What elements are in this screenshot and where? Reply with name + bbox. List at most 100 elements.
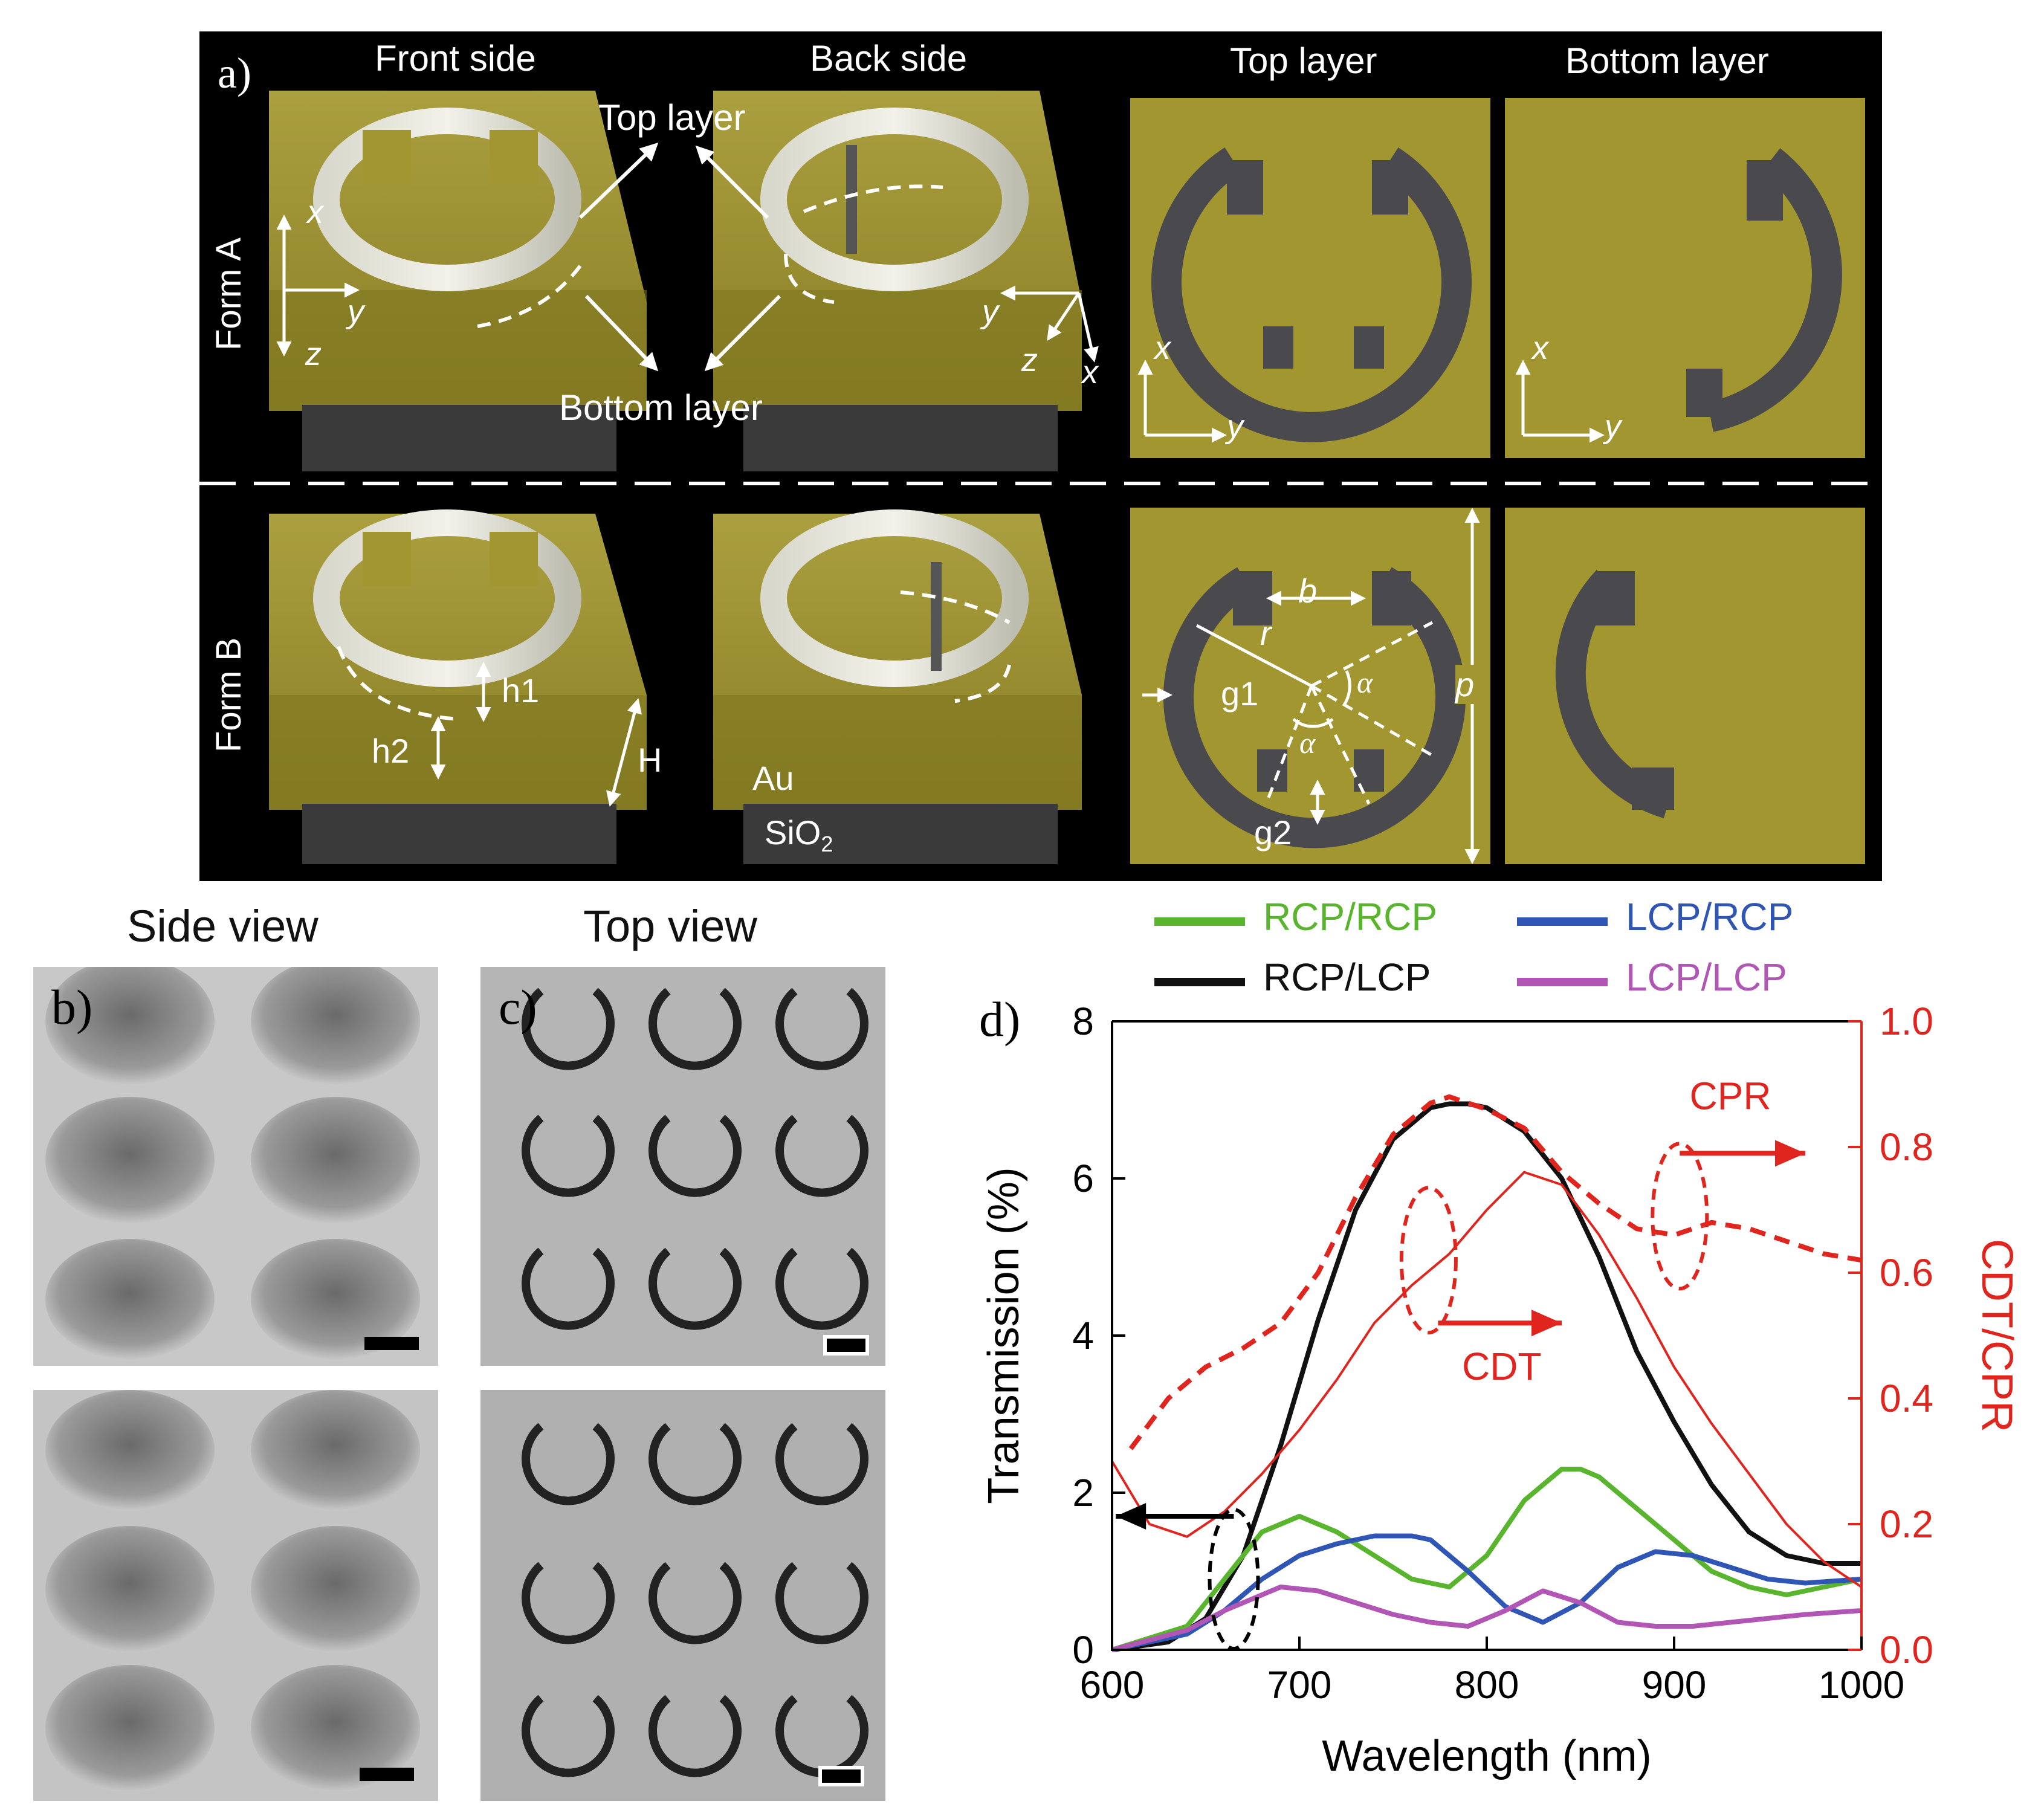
y2-tick-label: 0.4: [1880, 1377, 1933, 1420]
y-tick-label: 2: [1072, 1471, 1094, 1514]
axis-label-x-bottom-a: x: [1532, 330, 1548, 366]
dim-b: b: [1298, 572, 1318, 610]
y-tick-label: 0: [1072, 1628, 1094, 1672]
panel-b-title: Side view: [127, 901, 319, 951]
axis-label-y-front: y: [348, 294, 364, 330]
legend-swatch-lcp-lcp: [1517, 978, 1608, 986]
series-rcp-rcp: [1111, 1467, 1862, 1652]
y-tick-label: 6: [1072, 1157, 1094, 1200]
panel-c-title: Top view: [583, 901, 757, 951]
transmission-chart: 600 700 800 900 1000 0 2 4 6 8 0.0 0.2 0.4 0.6 0.8 1.0 W…: [980, 1003, 2021, 1780]
dim-r: r: [1260, 614, 1272, 652]
annotation-cdt: CDT: [1462, 1345, 1542, 1388]
series-cpr: [1128, 1094, 1862, 1450]
series-lcp-lcp: [1111, 1585, 1862, 1652]
top-layer-arrow-label: Top layer: [598, 97, 746, 138]
form-a-layer-axes: [1137, 360, 1605, 443]
legend-swatch-lcp-rcp: [1517, 917, 1608, 926]
form-a-top-layer-ring: [1151, 147, 1472, 442]
form-a-back-block: [713, 91, 1082, 471]
material-sio2-subscript: 2: [821, 832, 833, 857]
col-top-layer: Top layer: [1230, 40, 1377, 81]
dim-alpha-1: α: [1357, 665, 1373, 699]
y2-tick-label: 0.6: [1880, 1251, 1933, 1294]
form-b-dimension-arrows: [430, 662, 642, 807]
material-sio2: SiO2: [765, 813, 833, 857]
row-form-b: Form B: [209, 637, 248, 752]
ellipse-cpr: [1651, 1142, 1709, 1291]
y2-tick-label: 0.8: [1880, 1125, 1933, 1169]
panel-b-label: b): [51, 980, 93, 1035]
form-a-top-layer-square: [1130, 98, 1490, 458]
scale-bar-c-top: [823, 1335, 869, 1356]
bottom-layer-arrow-label: Bottom layer: [559, 387, 763, 428]
panel-a-label: a): [218, 49, 251, 97]
row-form-a: Form A: [209, 238, 248, 351]
panel-a: [199, 31, 1882, 881]
ellipse-transmission-axis: [1208, 1508, 1260, 1650]
col-bottom-layer: Bottom layer: [1565, 40, 1769, 81]
axis-label-y-back: y: [982, 294, 998, 330]
legend-label-rcp-lcp: RCP/LCP: [1263, 955, 1431, 999]
top-view-rings: [522, 987, 868, 1777]
arrow-cdt: [1438, 1310, 1562, 1337]
arrow-to-left-axis: [1116, 1503, 1234, 1530]
series-lcp-rcp: [1111, 1533, 1862, 1652]
y2-tick-label: 0.2: [1880, 1502, 1933, 1546]
form-b-front-block: [269, 509, 647, 864]
axis-label-x-top-a: x: [1154, 330, 1171, 366]
axis-label-x-back: x: [1082, 354, 1098, 390]
x-tick-label: 800: [1455, 1663, 1519, 1707]
x-tick-label: 700: [1267, 1663, 1332, 1707]
scale-bar-c-bottom: [818, 1766, 864, 1786]
y2-axis-title: CDT/CPR: [1973, 1239, 2021, 1432]
scale-bar-b-top: [364, 1337, 419, 1350]
legend-swatch-rcp-lcp: [1154, 978, 1245, 986]
form-b-bottom-layer-ring: [1555, 569, 1674, 818]
annotation-cpr: CPR: [1689, 1075, 1771, 1118]
y2-tick-label: 1.0: [1880, 1003, 1933, 1043]
dim-h1: h1: [502, 671, 540, 709]
col-front-side: Front side: [375, 38, 536, 79]
axis-label-y-bottom-a: y: [1605, 409, 1621, 445]
panel-c-label: c): [499, 980, 537, 1035]
axis-label-y-top-a: y: [1227, 409, 1243, 445]
dim-H: H: [638, 741, 662, 779]
form-b-back-block: [713, 509, 1082, 864]
scale-bar-b-bottom: [360, 1768, 414, 1781]
legend-label-lcp-rcp: LCP/RCP: [1626, 895, 1794, 939]
axis-label-z-back: z: [1021, 342, 1038, 378]
form-a-bottom-layer-square: [1505, 98, 1865, 458]
legend-swatch-rcp-rcp: [1154, 917, 1245, 926]
panel-b-sem-images: [33, 967, 438, 1801]
axis-label-x-front: x: [307, 194, 323, 230]
dim-g1: g1: [1221, 674, 1259, 713]
panel-c-sem-images: [480, 967, 885, 1801]
legend: RCP/RCP LCP/RCP RCP/LCP LCP/LCP: [1154, 894, 1880, 1015]
form-a-back-axes: [1000, 285, 1099, 363]
x-tick-label: 600: [1080, 1663, 1145, 1707]
y-tick-label: 4: [1072, 1314, 1094, 1357]
dim-alpha-2: α: [1299, 726, 1316, 760]
x-tick-label: 900: [1642, 1663, 1707, 1707]
panel-d-label: d): [979, 992, 1021, 1047]
material-sio2-text: SiO: [765, 813, 821, 852]
form-a-front-block: [269, 91, 647, 471]
axis-label-z-front: z: [305, 336, 322, 372]
dim-p: p: [1455, 665, 1475, 704]
legend-label-rcp-rcp: RCP/RCP: [1263, 895, 1438, 939]
dim-g2: g2: [1254, 813, 1292, 852]
legend-label-lcp-lcp: LCP/LCP: [1626, 955, 1787, 999]
ellipse-cdt: [1399, 1186, 1458, 1335]
y-tick-label: 8: [1072, 1003, 1094, 1043]
side-view-pits: [45, 967, 420, 1792]
col-back-side: Back side: [810, 38, 968, 79]
series-cdt: [1111, 1171, 1863, 1588]
x-axis-title: Wavelength (nm): [1322, 1732, 1652, 1780]
material-au: Au: [752, 759, 794, 797]
form-a-front-axes: [276, 215, 360, 357]
y-axis-title: Transmission (%): [980, 1167, 1028, 1504]
arrow-cpr: [1680, 1140, 1805, 1167]
form-a-bottom-layer-ring: [1686, 148, 1842, 432]
dim-h2: h2: [372, 732, 410, 770]
